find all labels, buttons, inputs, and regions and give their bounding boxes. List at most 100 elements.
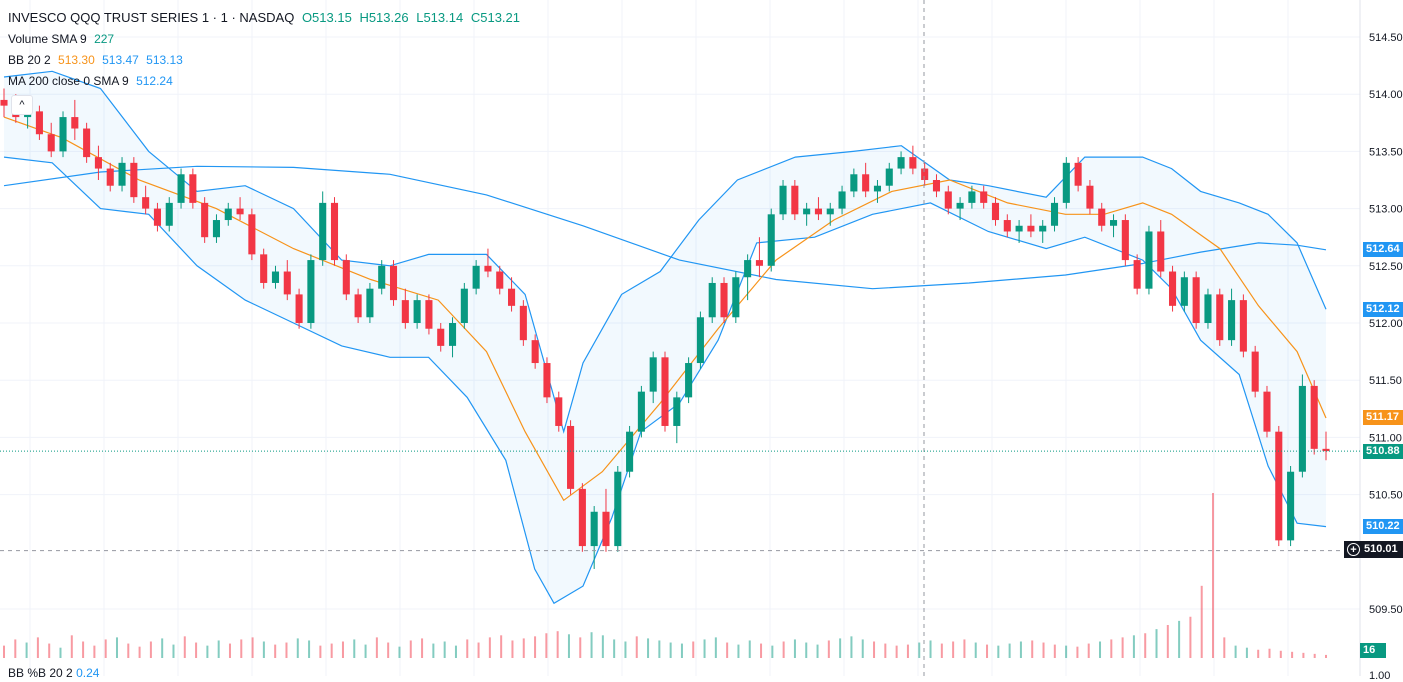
volume-bar <box>522 638 525 658</box>
volume-bar <box>149 641 152 658</box>
candle-body <box>496 271 504 289</box>
volume-bar <box>952 641 955 658</box>
candle-body <box>885 168 893 186</box>
volume-bar <box>906 644 909 658</box>
candle-body <box>991 202 1000 221</box>
candle-body <box>909 157 917 169</box>
volume-bar <box>1121 637 1124 658</box>
candle-body <box>980 191 988 203</box>
candle-body <box>543 363 551 398</box>
volume-bar <box>918 642 921 658</box>
collapse-legend-button[interactable]: ^ <box>11 95 33 115</box>
volume-bar <box>895 645 898 658</box>
candle-body <box>944 191 952 209</box>
bb-legend[interactable]: BB 20 2 513.30 513.47 513.13 <box>8 53 187 67</box>
volume-bar <box>997 645 1000 658</box>
volume-bar <box>274 644 277 658</box>
volume-legend[interactable]: Volume SMA 9 227 <box>8 32 118 46</box>
volume-bar <box>330 643 333 658</box>
volume-bar <box>206 645 209 658</box>
candle-body <box>767 214 775 266</box>
candle-body <box>1015 225 1023 232</box>
close-value: C513.21 <box>470 10 520 25</box>
volume-bar <box>1053 644 1056 658</box>
crosshair <box>0 0 1360 676</box>
add-alert-icon[interactable]: + <box>1347 543 1360 556</box>
candle-body <box>378 265 386 289</box>
price-axis-tick: 509.50 <box>1369 604 1403 616</box>
ma200-price-tag: 512.64 <box>1363 242 1403 257</box>
volume-bar <box>782 641 785 658</box>
candle-body <box>673 397 681 426</box>
candle-body <box>1133 260 1141 289</box>
candle-body <box>1275 431 1283 541</box>
price-axis-tick: 513.00 <box>1369 204 1403 216</box>
volume-bar <box>1268 648 1271 658</box>
volume-bar <box>1076 646 1079 658</box>
candle-body <box>744 260 752 278</box>
candle-body <box>602 511 610 547</box>
volume-bar <box>195 642 198 658</box>
candle-body <box>661 357 669 426</box>
candle-body <box>342 260 350 295</box>
volume-bar <box>488 637 491 658</box>
ma-legend[interactable]: MA 200 close 0 SMA 9 512.24 <box>8 74 177 88</box>
volume-bar <box>613 639 616 658</box>
candle-body <box>1228 300 1236 341</box>
volume-bar <box>1166 625 1169 658</box>
bb-percent-legend[interactable]: BB %B 20 2 0.24 <box>8 666 99 680</box>
volume-bar <box>680 643 683 658</box>
candle-body <box>649 357 657 392</box>
candle-body <box>968 191 976 203</box>
volume-bar <box>737 644 740 658</box>
price-axis-tick: 510.50 <box>1369 490 1403 502</box>
candle-body <box>1109 220 1118 226</box>
candle-body <box>732 277 740 318</box>
candle-body <box>637 391 645 432</box>
candle-body <box>130 162 138 198</box>
candle-body <box>567 425 575 489</box>
volume-bar <box>308 640 311 658</box>
volume-bar <box>500 635 503 658</box>
candle-body <box>413 300 421 323</box>
candle-body <box>685 363 693 398</box>
candle-body <box>1204 294 1212 323</box>
candle-body <box>1003 220 1011 232</box>
crosshair-price-tag[interactable]: +510.01 <box>1344 541 1403 558</box>
volume-bar <box>1234 645 1237 658</box>
candle-body <box>873 185 882 192</box>
volume-bar <box>703 639 706 658</box>
candle-body <box>484 265 492 272</box>
volume-bar <box>1257 649 1260 658</box>
candle-body <box>1050 202 1059 226</box>
candle-body <box>1287 471 1295 541</box>
candle-body <box>932 180 941 192</box>
volume-bar <box>669 642 672 658</box>
grid <box>0 0 1361 676</box>
volume-bar <box>319 645 322 658</box>
volume-bar <box>986 644 989 658</box>
volume-bar <box>70 635 73 658</box>
open-value: O513.15 <box>301 10 352 25</box>
candle-body <box>448 323 457 346</box>
candle-body <box>1263 391 1271 432</box>
volume-bar <box>793 639 796 658</box>
price-axis-tick: 512.00 <box>1369 318 1403 330</box>
candle-body <box>1322 448 1330 452</box>
volume-bar <box>647 638 650 658</box>
volume-bar <box>251 637 254 658</box>
volume-bar <box>1155 629 1158 658</box>
volume-bar <box>1302 652 1305 658</box>
candle-body <box>1145 231 1153 289</box>
volume-bar <box>240 639 243 658</box>
candle-body <box>59 117 67 152</box>
bb-upper-value: 513.47 <box>102 53 139 67</box>
candle-body <box>366 288 374 318</box>
candle-body <box>508 288 516 306</box>
symbol-title: INVESCO QQQ TRUST SERIES 1 · 1 · NASDAQ <box>8 10 295 25</box>
bb-upper-line <box>3 70 1327 434</box>
candle-body <box>519 305 527 341</box>
volume-bar <box>1042 642 1045 658</box>
